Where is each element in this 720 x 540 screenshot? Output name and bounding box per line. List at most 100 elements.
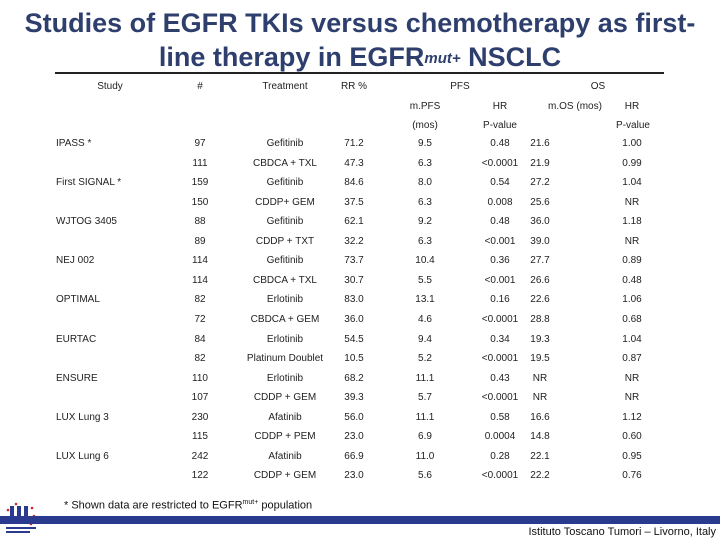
header-rr: RR % [340,81,368,92]
cell-mpfs: 9.4 [418,333,432,345]
cell-hr-p: 0.54 [490,177,510,189]
cell-hr-p: 0.58 [490,411,510,423]
cell-hr-os: NR [624,196,640,208]
cell-hr-p: 0.43 [490,372,510,384]
title-line-1: Studies of EGFR TKIs versus chemotherapy… [24,8,696,38]
cell-treatment: CDDP + GEM [253,470,317,482]
header-hr-pfs: HR [492,101,508,112]
cell-mpfs: 6.9 [418,431,432,443]
cell-rr: 83.0 [344,294,364,306]
study-name: ENSURE [56,372,98,384]
cell-hr-p: 0.48 [490,138,510,149]
cell-hr-p: 0.16 [490,294,510,306]
header-os: OS [590,81,606,92]
cell-treatment: CDDP + GEM [253,392,317,404]
cell-hr-os: 1.06 [622,294,642,306]
cell-n: 107 [191,392,209,404]
cell-rr: 84.6 [344,177,364,189]
header-mpfs-unit: (mos) [412,120,438,131]
cell-rr: 68.2 [344,372,364,384]
cell-mos: 28.8 [530,313,550,325]
cell-treatment: CBDCA + TXL [252,274,317,286]
cell-mpfs: 6.3 [418,235,432,247]
cell-n: 110 [192,372,208,384]
cell-treatment: CBDCA + GEM [250,313,320,325]
cell-n: 72 [194,313,206,325]
cell-rr: 23.0 [344,470,364,482]
cell-treatment: Afatinib [268,411,302,423]
cell-hr-os: 0.60 [622,431,642,443]
cell-treatment: CDDP + TXT [255,235,315,247]
cell-treatment: CDDP+ GEM [255,196,315,208]
cell-treatment: Platinum Doublet [246,353,324,365]
cell-hr-p: 0.36 [490,255,510,267]
study-name: WJTOG 3405 [56,216,117,228]
cell-hr-p: 0.008 [487,196,513,208]
cell-mos: 16.6 [530,411,550,423]
cell-mos: 19.3 [530,333,550,345]
cell-treatment: Erlotinib [266,372,304,384]
cell-mos: 22.1 [530,450,550,462]
cell-treatment: Gefitinib [266,216,304,228]
cell-mpfs: 5.2 [418,353,432,365]
cell-rr: 73.7 [344,255,364,267]
cell-mpfs: 5.5 [418,274,432,286]
cell-mos: NR [532,392,548,404]
cell-n: 97 [194,138,206,149]
cell-n: 111 [192,157,208,169]
cell-rr: 56.0 [344,411,364,423]
header-pvalue-os: P-value [616,120,650,131]
cell-mos: NR [532,372,548,384]
cell-n: 230 [191,411,209,423]
cell-treatment: Erlotinib [266,294,304,306]
cell-hr-os: 1.04 [622,333,642,345]
cell-rr: 10.5 [344,353,364,365]
cell-rr: 39.3 [344,392,364,404]
header-pvalue-pfs: P-value [483,120,517,131]
footer-institution: Istituto Toscano Tumori – Livorno, Italy [528,526,717,538]
header-mpfs: m.PFS [409,101,441,112]
cell-hr-p: 0.34 [490,333,510,345]
header-count: # [197,81,203,92]
cell-hr-os: 1.00 [622,138,642,149]
cell-hr-os: 1.12 [622,411,642,423]
study-name: OPTIMAL [56,294,100,306]
cell-mpfs: 8.0 [418,177,432,189]
cell-hr-p: <0.001 [484,235,516,247]
cell-mos: 21.9 [530,157,550,169]
cell-treatment: Gefitinib [266,255,304,267]
cell-rr: 36.0 [344,313,364,325]
cell-treatment: Gefitinib [266,138,304,149]
institute-logo-icon [5,502,36,533]
cell-mpfs: 9.5 [418,138,432,149]
cell-hr-os: 0.89 [622,255,642,267]
bottom-bar [0,516,720,524]
cell-hr-os: 0.68 [622,313,642,325]
cell-hr-os: NR [624,235,640,247]
cell-hr-p: 0.28 [490,450,510,462]
cell-hr-p: <0.0001 [481,470,519,482]
cell-mos: 26.6 [530,274,550,286]
cell-mpfs: 11.0 [415,450,435,462]
cell-mos: 21.6 [530,138,550,149]
footnote: * Shown data are restricted to EGFRmut+ … [64,499,313,512]
cell-rr: 30.7 [344,274,364,286]
cell-mpfs: 4.6 [418,313,432,325]
cell-n: 114 [192,274,208,286]
cell-mpfs: 5.7 [418,392,432,404]
cell-rr: 66.9 [344,450,364,462]
cell-rr: 71.2 [344,138,364,149]
header-hr-os: HR [624,101,640,112]
cell-mpfs: 11.1 [415,372,435,384]
cell-hr-os: 0.95 [622,450,642,462]
cell-rr: 37.5 [344,196,364,208]
cell-n: 159 [191,177,209,189]
cell-n: 82 [194,353,206,365]
cell-rr: 23.0 [344,431,364,443]
cell-treatment: Gefitinib [266,177,304,189]
header-mos: m.OS (mos) [548,101,602,112]
cell-mpfs: 13.1 [415,294,435,306]
cell-hr-os: 0.99 [622,157,642,169]
cell-hr-p: 0.48 [490,216,510,228]
cell-hr-p: <0.0001 [481,353,519,365]
